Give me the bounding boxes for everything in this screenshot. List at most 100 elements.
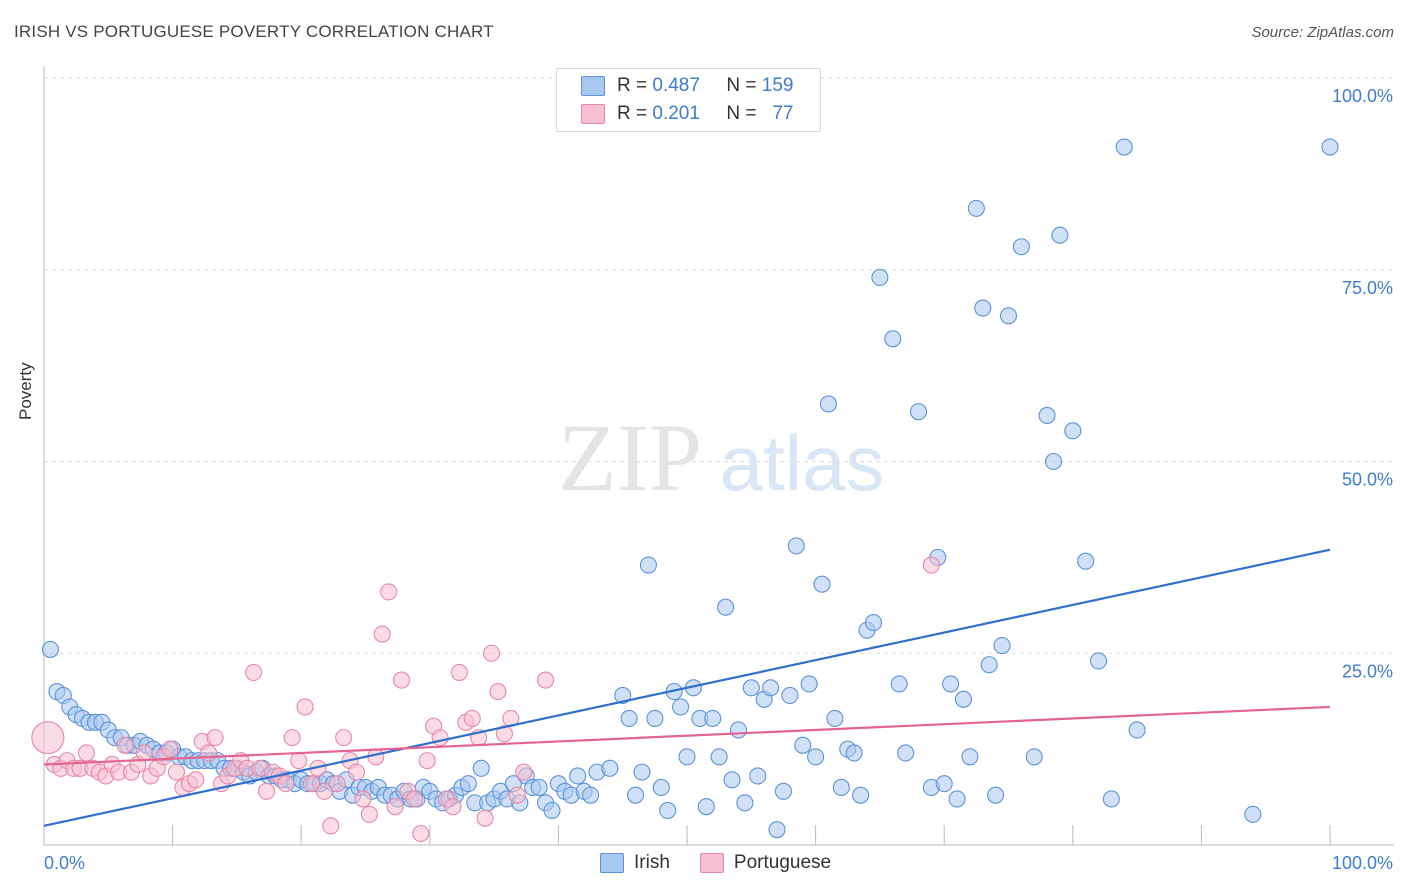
irish-legend-label: Irish <box>634 852 670 873</box>
irish-point <box>633 763 651 781</box>
watermark: ZIP atlas <box>558 404 884 511</box>
irish-point <box>736 794 754 812</box>
irish-point <box>1038 406 1056 425</box>
irish-point <box>935 775 953 793</box>
irish-point <box>980 656 998 674</box>
irish-point <box>832 778 850 797</box>
series-legend: Irish Portuguese <box>600 852 861 874</box>
y-tick-label: 100.0% <box>1332 86 1393 106</box>
irish-point <box>967 199 985 217</box>
portuguese-point <box>277 775 295 793</box>
portuguese-point <box>290 752 308 770</box>
y-tick-label: 75.0% <box>1342 278 1393 298</box>
portuguese-point <box>482 644 501 662</box>
irish-point <box>729 721 747 739</box>
irish-point <box>800 675 818 693</box>
portuguese-point <box>328 775 346 793</box>
irish-point <box>543 801 561 820</box>
portuguese-r-label: R = <box>617 103 648 124</box>
irish-point <box>1128 721 1146 739</box>
irish-point <box>41 640 59 658</box>
irish-point <box>627 786 645 804</box>
portuguese-point <box>476 809 494 827</box>
irish-point <box>652 778 670 797</box>
irish-point <box>1012 238 1030 256</box>
gridlines <box>44 77 1394 654</box>
irish-point <box>717 598 735 616</box>
x-tick-label: 100.0% <box>1332 853 1393 873</box>
irish-point <box>1115 138 1133 156</box>
irish-point <box>787 537 805 555</box>
portuguese-point <box>536 671 555 689</box>
stats-legend: R = 0.487 N = 159 R = 0.201 N = 77 <box>556 68 821 132</box>
portuguese-point <box>245 663 263 681</box>
portuguese-point <box>392 671 411 689</box>
portuguese-point <box>412 824 430 843</box>
irish-point <box>807 748 825 766</box>
irish-point <box>646 709 664 727</box>
portuguese-legend-label: Portuguese <box>733 852 832 873</box>
portuguese-point <box>315 782 333 800</box>
irish-point <box>890 675 908 693</box>
chart-title: IRISH VS PORTUGUESE POVERTY CORRELATION … <box>14 22 494 41</box>
portuguese-point <box>508 786 526 804</box>
irish-point <box>704 709 722 727</box>
portuguese-point <box>283 729 301 747</box>
irish-point <box>723 771 741 789</box>
irish-point <box>826 709 844 727</box>
irish-point <box>961 748 979 766</box>
irish-point <box>742 679 760 697</box>
y-tick-label: 25.0% <box>1342 661 1393 681</box>
irish-point <box>569 767 587 785</box>
irish-point <box>530 778 548 797</box>
portuguese-point <box>405 790 423 808</box>
watermark-zip: ZIP <box>558 404 702 511</box>
irish-point <box>864 614 883 632</box>
portuguese-point <box>489 683 507 701</box>
irish-point <box>897 744 915 762</box>
portuguese-point <box>296 698 314 716</box>
irish-point <box>1064 422 1082 440</box>
portuguese-point <box>322 817 340 835</box>
irish-point <box>993 637 1011 655</box>
portuguese-point <box>257 782 276 800</box>
portuguese-n-value: 77 <box>772 103 794 124</box>
irish-point <box>659 801 677 820</box>
legend-item-irish[interactable]: Irish <box>600 852 670 874</box>
legend-row-portuguese: R = 0.201 N = 77 <box>581 101 793 127</box>
portuguese-point <box>386 798 404 816</box>
irish-point <box>1244 805 1262 823</box>
portuguese-point <box>200 744 218 762</box>
irish-point <box>472 759 490 777</box>
portuguese-trend-line <box>43 705 1331 766</box>
portuguese-n-label: N = <box>726 103 757 124</box>
portuguese-point <box>922 556 940 574</box>
irish-point <box>620 709 638 727</box>
irish-point <box>459 775 477 793</box>
irish-point <box>909 403 928 421</box>
irish-point <box>1102 790 1120 808</box>
irish-point <box>710 748 728 766</box>
portuguese-point <box>206 729 224 747</box>
portuguese-point <box>444 798 462 816</box>
irish-point <box>678 748 696 766</box>
irish-point <box>1051 226 1069 244</box>
irish-point <box>948 790 966 808</box>
irish-swatch <box>581 76 605 96</box>
irish-point <box>614 686 632 704</box>
irish-point <box>999 307 1018 325</box>
portuguese-point <box>335 729 353 747</box>
legend-item-portuguese[interactable]: Portuguese <box>699 852 832 874</box>
irish-point <box>1321 138 1339 156</box>
portuguese-point <box>135 744 153 762</box>
irish-point <box>954 690 973 708</box>
portuguese-point <box>167 763 186 781</box>
irish-point <box>749 767 767 785</box>
irish-point <box>1089 652 1108 670</box>
irish-point <box>781 686 799 704</box>
portuguese-point <box>354 790 372 808</box>
irish-point <box>774 782 793 800</box>
portuguese-point <box>31 721 65 755</box>
legend-row-irish: R = 0.487 N = 159 <box>581 73 793 99</box>
